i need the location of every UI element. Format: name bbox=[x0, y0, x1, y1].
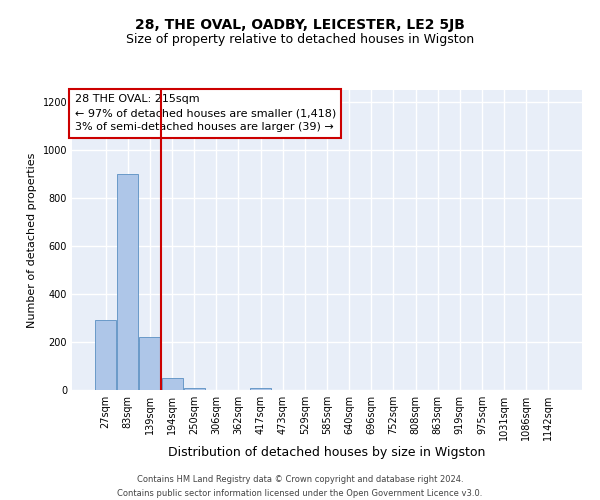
Text: 28 THE OVAL: 215sqm
← 97% of detached houses are smaller (1,418)
3% of semi-deta: 28 THE OVAL: 215sqm ← 97% of detached ho… bbox=[74, 94, 336, 132]
Text: Contains HM Land Registry data © Crown copyright and database right 2024.
Contai: Contains HM Land Registry data © Crown c… bbox=[118, 476, 482, 498]
Bar bbox=[161, 378, 182, 390]
Text: 28, THE OVAL, OADBY, LEICESTER, LE2 5JB: 28, THE OVAL, OADBY, LEICESTER, LE2 5JB bbox=[135, 18, 465, 32]
Bar bbox=[250, 388, 271, 390]
Bar bbox=[139, 337, 160, 390]
Bar bbox=[95, 320, 116, 390]
Bar bbox=[118, 174, 139, 390]
Y-axis label: Number of detached properties: Number of detached properties bbox=[27, 152, 37, 328]
X-axis label: Distribution of detached houses by size in Wigston: Distribution of detached houses by size … bbox=[169, 446, 485, 459]
Text: Size of property relative to detached houses in Wigston: Size of property relative to detached ho… bbox=[126, 32, 474, 46]
Bar bbox=[184, 388, 205, 390]
